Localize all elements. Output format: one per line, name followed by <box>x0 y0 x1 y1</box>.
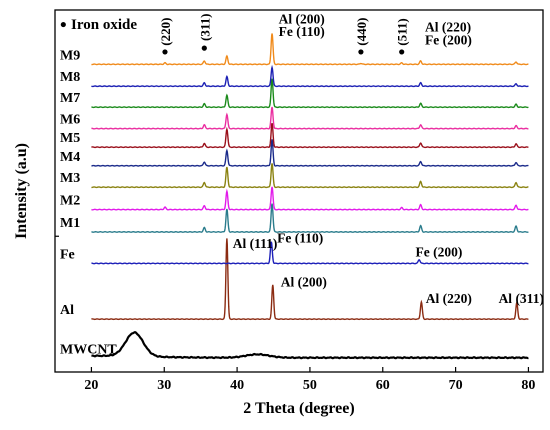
series-labels: MWCNT Al Fe M1 M2 M3 M4 M5 M6 M7 M8 M9 <box>60 48 117 357</box>
series-m9 <box>91 33 529 66</box>
series-m7 <box>91 78 529 109</box>
series-label-mwcnt: MWCNT <box>60 343 117 358</box>
series-m4 <box>91 139 529 167</box>
series-label-m5: M5 <box>60 131 80 146</box>
series-m1 <box>91 203 529 233</box>
series-al <box>91 238 529 321</box>
series-m3 <box>91 163 529 189</box>
series-label-m4: M4 <box>60 150 80 165</box>
legend-symbol: • <box>60 15 67 36</box>
peak-label: Fe (200) <box>425 32 472 47</box>
iron-oxide-dot <box>399 49 405 55</box>
series-label-m9: M9 <box>60 48 80 63</box>
peak-label: Fe (110) <box>277 230 323 245</box>
series-m2 <box>91 186 529 211</box>
x-tick-label: 80 <box>521 378 535 393</box>
series-label-al: Al <box>60 303 74 318</box>
peak-label: Al (311) <box>499 291 544 306</box>
series-label-m3: M3 <box>60 171 80 186</box>
x-axis-ticks: 20 30 40 50 60 70 80 <box>55 235 535 393</box>
iron-oxide-dot <box>201 45 207 51</box>
series-label-m2: M2 <box>60 194 80 209</box>
legend: • Iron oxide <box>60 15 137 36</box>
series-fe <box>91 241 529 265</box>
peak-label: Al (111) <box>233 236 278 251</box>
iron-oxide-dot <box>358 49 364 55</box>
x-tick-label: 40 <box>230 378 244 393</box>
plot-frame <box>54 9 544 373</box>
peak-label: Al (220) <box>426 291 472 306</box>
series-label-m6: M6 <box>60 113 80 128</box>
hkl-label: (220) <box>158 18 173 46</box>
iron-oxide-dot <box>162 49 168 55</box>
series-curves <box>91 33 529 360</box>
peak-annotations: (220) (311) (440) (511)Al (200)Fe (110) Al (… <box>158 11 544 306</box>
legend-label: Iron oxide <box>71 17 137 33</box>
series-label-m7: M7 <box>60 91 80 106</box>
peak-label: Al (200) <box>279 11 325 26</box>
hkl-label: (440) <box>354 18 369 46</box>
hkl-label: (311) <box>197 14 212 41</box>
series-m8 <box>91 64 529 88</box>
x-axis-label: 2 Theta (degree) <box>243 400 354 417</box>
series-m6 <box>91 106 529 130</box>
series-mwcnt <box>91 331 529 360</box>
series-label-m8: M8 <box>60 70 80 85</box>
y-axis-label: Intensity (a.u) <box>13 143 30 239</box>
hkl-label: (511) <box>395 18 410 45</box>
series-label-m1: M1 <box>60 216 80 231</box>
peak-label: Fe (200) <box>416 245 463 260</box>
x-tick-label: 60 <box>376 378 390 393</box>
peak-label: Al (220) <box>425 19 471 34</box>
series-m5 <box>91 122 529 149</box>
peak-label: Fe (110) <box>279 24 325 39</box>
x-tick-label: 20 <box>84 378 98 393</box>
x-tick-label: 30 <box>157 378 171 393</box>
x-tick-label: 70 <box>449 378 463 393</box>
x-tick-label: 50 <box>303 378 317 393</box>
series-label-fe: Fe <box>60 247 75 262</box>
peak-label: Al (200) <box>281 274 327 289</box>
